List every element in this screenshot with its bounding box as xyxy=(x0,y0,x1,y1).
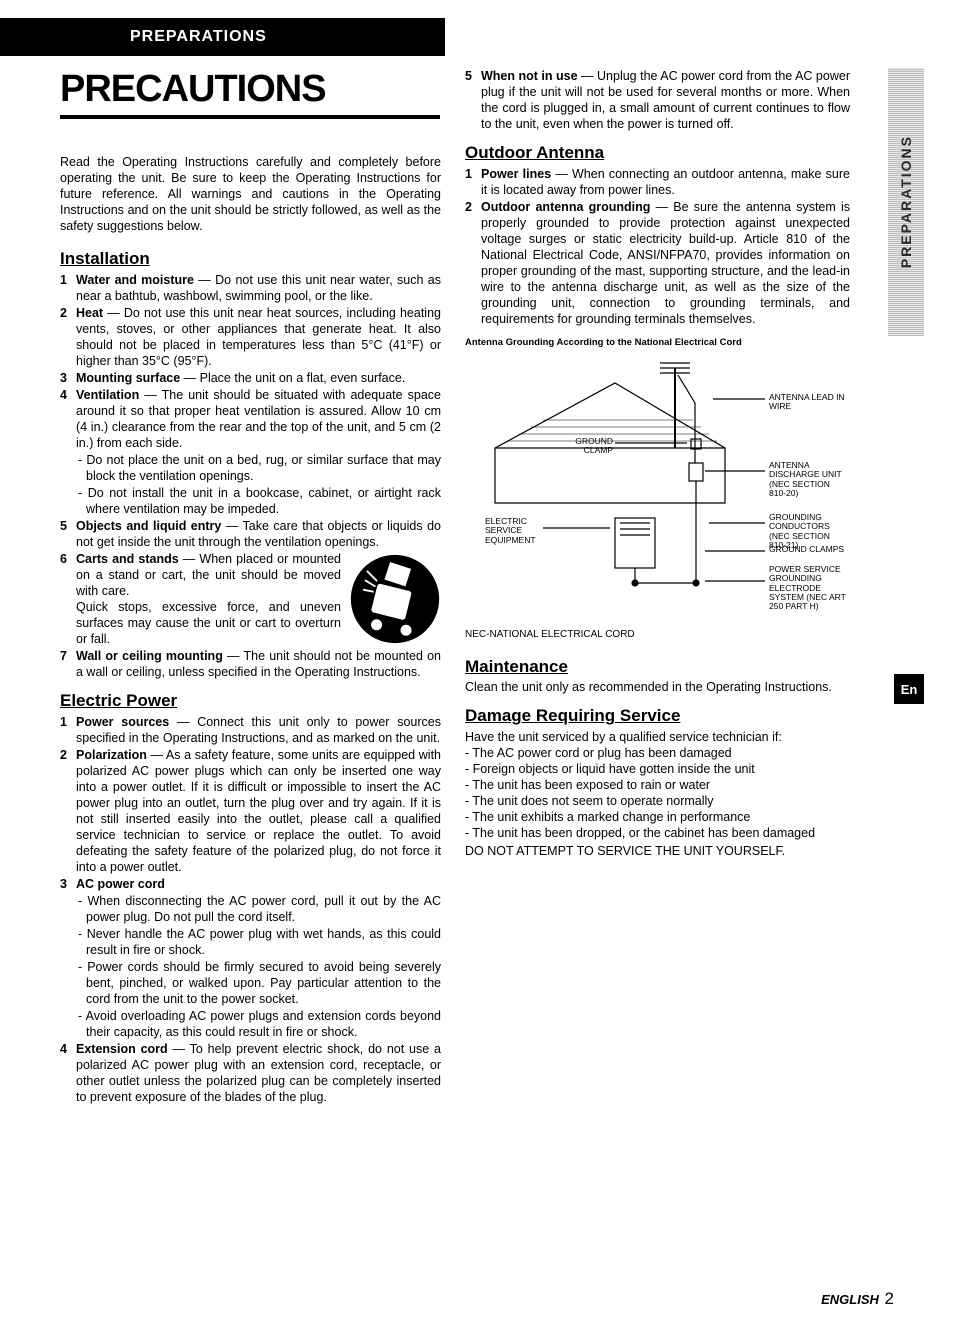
column-right: 5When not in use — Unplug the AC power c… xyxy=(465,68,850,1115)
list-item: 2Polarization — As a safety feature, som… xyxy=(60,747,441,875)
outdoor-heading: Outdoor Antenna xyxy=(465,142,850,164)
diagram-label: GROUND CLAMP xyxy=(555,437,613,456)
diagram-label: GROUND CLAMPS xyxy=(769,545,849,554)
diagram-label: ANTENNA DISCHARGE UNIT (NEC SECTION 810-… xyxy=(769,461,849,498)
list-item: 1Power lines — When connecting an outdoo… xyxy=(465,166,850,198)
electric-list: 1Power sources — Connect this unit only … xyxy=(60,714,441,1105)
column-left: Read the Operating Instructions carefull… xyxy=(60,68,441,1115)
damage-item: The unit has been exposed to rain or wat… xyxy=(465,777,850,793)
cart-falling-icon xyxy=(349,553,441,645)
list-item: 3Mounting surface — Place the unit on a … xyxy=(60,370,441,386)
list-item: 1Water and moisture — Do not use this un… xyxy=(60,272,441,304)
diagram-label: POWER SERVICE GROUNDING ELECTRODE SYSTEM… xyxy=(769,565,849,612)
footer-page-number: 2 xyxy=(885,1289,894,1308)
list-item: 2Heat — Do not use this unit near heat s… xyxy=(60,305,441,369)
grounding-diagram: ANTENNA LEAD IN WIRE GROUND CLAMP ANTENN… xyxy=(465,353,850,623)
outdoor-list: 1Power lines — When connecting an outdoo… xyxy=(465,166,850,327)
damage-item: Foreign objects or liquid have gotten in… xyxy=(465,761,850,777)
intro-paragraph: Read the Operating Instructions carefull… xyxy=(60,154,441,234)
list-item: 4Extension cord — To help prevent electr… xyxy=(60,1041,441,1105)
header-bar: PREPARATIONS xyxy=(0,18,445,56)
header-bar-text: PREPARATIONS xyxy=(130,28,267,46)
electric-heading: Electric Power xyxy=(60,690,441,712)
sublist-item: Never handle the AC power plug with wet … xyxy=(76,926,441,958)
page-footer: ENGLISH 2 xyxy=(821,1289,894,1309)
list-item: 5When not in use — Unplug the AC power c… xyxy=(465,68,850,132)
installation-heading: Installation xyxy=(60,248,441,270)
list-item: 7Wall or ceiling mounting — The unit sho… xyxy=(60,648,441,680)
damage-caps: DO NOT ATTEMPT TO SERVICE THE UNIT YOURS… xyxy=(465,843,850,859)
nec-note: NEC-NATIONAL ELECTRICAL CORD xyxy=(465,629,850,642)
footer-language: ENGLISH xyxy=(821,1292,879,1307)
language-badge: En xyxy=(894,674,924,704)
list-item: 3AC power cord When disconnecting the AC… xyxy=(60,876,441,1040)
side-tab-text: PREPARATIONS xyxy=(898,135,914,268)
sublist-item: Avoid overloading AC power plugs and ext… xyxy=(76,1008,441,1040)
side-tab: PREPARATIONS xyxy=(888,68,924,336)
damage-item: The unit has been dropped, or the cabine… xyxy=(465,825,850,841)
sublist-item: Do not place the unit on a bed, rug, or … xyxy=(76,452,441,484)
maintenance-heading: Maintenance xyxy=(465,656,850,678)
language-badge-text: En xyxy=(901,682,918,697)
list-item: 2Outdoor antenna grounding — Be sure the… xyxy=(465,199,850,327)
diagram-label: ANTENNA LEAD IN WIRE xyxy=(769,393,849,412)
list-item: 4Ventilation — The unit should be situat… xyxy=(60,387,441,517)
diagram-label: ELECTRIC SERVICE EQUIPMENT xyxy=(485,517,541,545)
sublist-item: Do not install the unit in a bookcase, c… xyxy=(76,485,441,517)
damage-item: The AC power cord or plug has been damag… xyxy=(465,745,850,761)
list-item: 5Objects and liquid entry — Take care th… xyxy=(60,518,441,550)
damage-heading: Damage Requiring Service xyxy=(465,705,850,727)
sublist-item: When disconnecting the AC power cord, pu… xyxy=(76,893,441,925)
installation-list: 1Water and moisture — Do not use this un… xyxy=(60,272,441,680)
diagram-caption: Antenna Grounding According to the Natio… xyxy=(465,337,850,349)
content-columns: Read the Operating Instructions carefull… xyxy=(60,68,850,1115)
damage-intro: Have the unit serviced by a qualified se… xyxy=(465,729,850,745)
maintenance-body: Clean the unit only as recommended in th… xyxy=(465,679,850,695)
electric-list-cont: 5When not in use — Unplug the AC power c… xyxy=(465,68,850,132)
carts-extra: Quick stops, excessive force, and uneven… xyxy=(76,599,341,647)
list-item: 1Power sources — Connect this unit only … xyxy=(60,714,441,746)
damage-item: The unit does not seem to operate normal… xyxy=(465,793,850,809)
list-item: 6 Carts and stands — When placed or moun… xyxy=(60,551,441,647)
damage-item: The unit exhibits a marked change in per… xyxy=(465,809,850,825)
sublist-item: Power cords should be firmly secured to … xyxy=(76,959,441,1007)
